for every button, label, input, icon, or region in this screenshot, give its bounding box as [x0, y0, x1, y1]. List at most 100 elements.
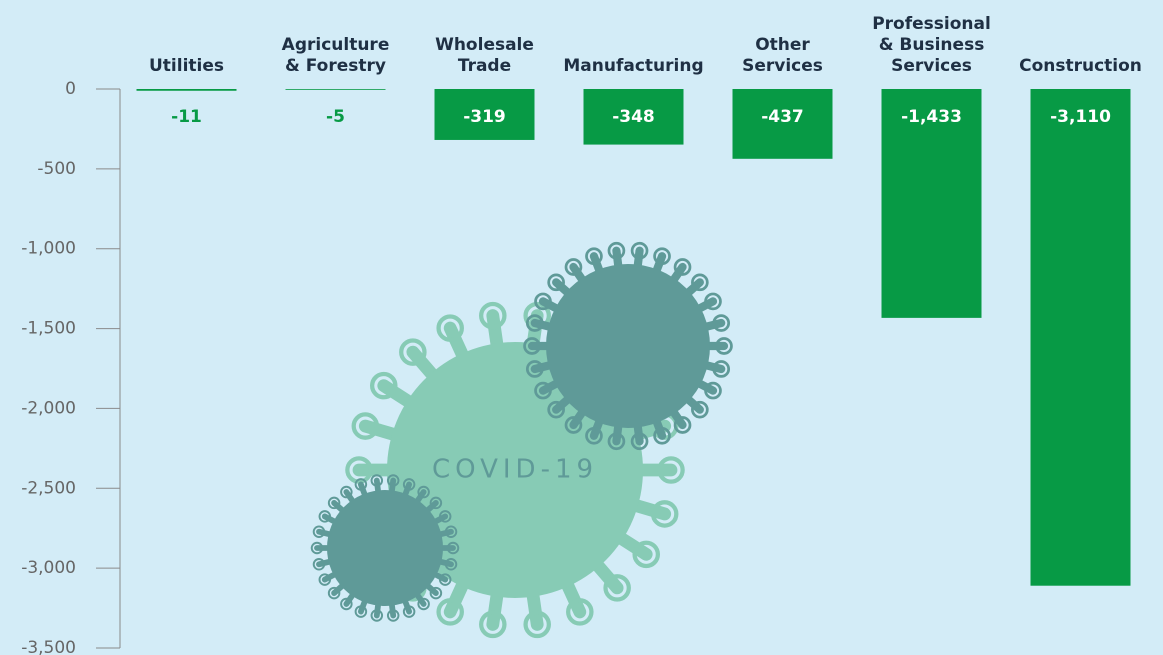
virus-knob — [370, 474, 384, 487]
category-label: Professional & Business Services — [872, 14, 991, 76]
y-tick-label: 0 — [65, 79, 76, 99]
virus-knob — [312, 558, 326, 571]
virus-knob — [607, 241, 626, 260]
virus-knob — [523, 337, 541, 355]
virus-spike — [443, 580, 469, 619]
virus-knob — [417, 485, 430, 499]
virus-knob — [547, 400, 565, 419]
category-label: Other Services — [742, 35, 823, 76]
virus-spike — [377, 379, 414, 408]
virus-knob — [525, 360, 544, 378]
value-label: -5 — [326, 107, 345, 127]
virus-knob — [704, 381, 722, 400]
virus-spike — [631, 499, 672, 521]
bar — [881, 89, 982, 318]
virus-knob — [653, 426, 671, 445]
virus-knob — [691, 400, 709, 419]
virus-knob — [327, 586, 341, 600]
virus-spike — [592, 560, 624, 595]
virus-knob — [354, 478, 368, 491]
virus-knob — [630, 432, 649, 451]
category-label: Utilities — [148, 56, 224, 76]
bar — [1030, 89, 1131, 586]
virus-knob — [417, 597, 430, 611]
virus-knob — [438, 573, 452, 586]
virus-knob — [566, 598, 594, 626]
virus-knob — [673, 258, 692, 276]
virus-knob — [351, 412, 380, 440]
virus-knob — [340, 597, 353, 611]
virus-knob — [603, 574, 631, 602]
annotation: COVID-19 — [432, 455, 598, 485]
virus-knob — [657, 456, 685, 484]
y-tick-label: -1,500 — [21, 319, 76, 339]
virus-knob — [370, 609, 384, 622]
virus-knob — [436, 314, 464, 342]
bar — [732, 89, 833, 159]
virus-knob — [712, 314, 731, 332]
value-label: -11 — [171, 107, 202, 127]
virus-knob — [402, 605, 416, 618]
category-label: Construction — [1019, 56, 1142, 76]
virus-spike — [443, 321, 469, 360]
virus-body — [327, 490, 443, 606]
value-label: -437 — [761, 107, 804, 127]
bar — [434, 89, 535, 140]
virus-knob — [547, 273, 565, 292]
virus-knob — [525, 314, 544, 332]
virus-spike — [616, 532, 653, 561]
virus-knob — [429, 496, 443, 510]
virus-knob — [429, 586, 443, 600]
virus-spike — [486, 309, 504, 350]
virus-knob — [318, 573, 332, 586]
bar — [136, 89, 237, 91]
virus-knob — [632, 540, 661, 569]
virus-knob — [444, 558, 458, 571]
virus-knob — [534, 381, 552, 400]
virus-knob — [479, 610, 507, 639]
virus-knob — [704, 292, 722, 311]
virus-knob — [691, 273, 709, 292]
category-label: Wholesale Trade — [435, 35, 534, 76]
virus-knob — [340, 485, 353, 499]
virus-knob — [564, 416, 583, 434]
virus-spike — [561, 580, 587, 619]
y-tick-label: -2,000 — [21, 398, 76, 418]
virus-knob — [446, 541, 460, 555]
virus-knob — [345, 456, 373, 484]
y-tick-label: -3,000 — [21, 558, 76, 578]
virus-knob — [386, 474, 400, 487]
category-label: Manufacturing — [563, 56, 704, 76]
y-tick-label: -3,500 — [21, 638, 76, 655]
value-label: -3,110 — [1050, 107, 1111, 127]
virus-knob — [630, 241, 649, 260]
virus-knob — [534, 292, 552, 311]
virus-knob — [402, 478, 416, 491]
bar — [583, 89, 684, 145]
virus-knob — [673, 416, 692, 434]
virus-knob — [369, 371, 398, 400]
virus-knob — [327, 496, 341, 510]
virus-knob — [438, 510, 452, 523]
virus-knob — [715, 337, 733, 355]
virus-knob — [436, 598, 464, 626]
virus-spike — [486, 590, 504, 631]
virus-knob — [585, 247, 603, 266]
virus-knob — [712, 360, 731, 378]
virus-knob — [399, 338, 427, 366]
virus-knob — [607, 432, 626, 451]
virus-knob — [386, 609, 400, 622]
virus-knob — [444, 525, 458, 538]
virus-knob — [354, 605, 368, 618]
virus-knob — [564, 258, 583, 276]
virus-decoration — [310, 241, 733, 639]
value-label: -1,433 — [901, 107, 962, 127]
virus-spike — [406, 345, 438, 380]
virus-knob — [479, 301, 507, 330]
value-label: -319 — [463, 107, 506, 127]
virus-knob — [310, 541, 324, 555]
virus-spike — [358, 419, 399, 441]
value-label: -348 — [612, 107, 655, 127]
y-tick-label: -1,000 — [21, 239, 76, 259]
